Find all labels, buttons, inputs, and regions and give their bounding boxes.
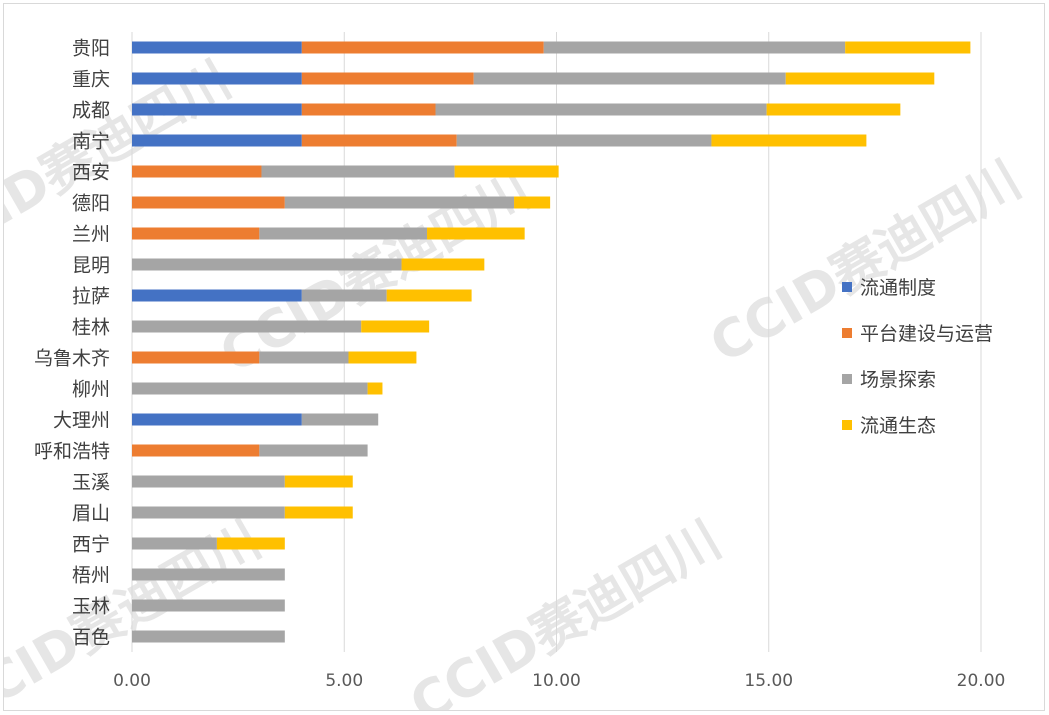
x-tick-label: 15.00	[744, 671, 793, 691]
category-label: 眉山	[72, 503, 110, 525]
bar-segment	[132, 103, 302, 116]
bar-segment	[348, 351, 417, 364]
bar-segment	[284, 506, 353, 519]
legend-swatch	[842, 374, 852, 384]
bar-segment	[132, 537, 217, 550]
bar-segment	[456, 134, 712, 147]
bar-segment	[711, 134, 867, 147]
bar-segment	[132, 382, 368, 395]
category-label: 玉林	[72, 596, 110, 618]
bar-segment	[132, 227, 260, 240]
category-labels: 贵阳重庆成都南宁西安德阳兰州昆明拉萨桂林乌鲁木齐柳州大理州呼和浩特玉溪眉山西宁梧…	[34, 38, 110, 649]
category-label: 乌鲁木齐	[34, 348, 110, 370]
bar-segment	[132, 196, 285, 209]
bar-segment	[845, 41, 971, 54]
category-label: 桂林	[72, 317, 110, 339]
legend-label: 场景探索	[860, 369, 936, 391]
category-label: 百色	[72, 627, 110, 649]
bar-segment	[301, 289, 387, 302]
bar-segment	[301, 41, 544, 54]
watermark-text: CCID赛迪四川	[211, 160, 541, 385]
bar-segment	[132, 165, 262, 178]
legend-swatch	[842, 282, 852, 292]
bar-segment	[132, 289, 302, 302]
bar-segment	[361, 320, 430, 333]
x-tick-label: 0.00	[113, 671, 151, 691]
bars	[132, 41, 971, 643]
category-label: 昆明	[72, 255, 110, 277]
x-tick-labels: 0.00 5.00 10.00 15.00 20.00	[113, 671, 1005, 691]
category-label: 大理州	[53, 410, 110, 432]
bar-segment	[514, 196, 551, 209]
bar-segment	[301, 72, 474, 85]
bar-segment	[401, 258, 485, 271]
legend-label: 流通生态	[860, 415, 936, 437]
category-label: 西安	[72, 162, 110, 184]
legend-label: 平台建设与运营	[860, 323, 993, 345]
bar-segment	[301, 134, 457, 147]
bar-segment	[132, 134, 302, 147]
bar-segment	[284, 196, 515, 209]
bar-segment	[132, 599, 285, 612]
category-label: 梧州	[72, 565, 110, 587]
category-label: 成都	[72, 100, 110, 122]
category-label: 拉萨	[72, 286, 110, 308]
bar-segment	[301, 413, 379, 426]
bar-segment	[132, 351, 260, 364]
category-label: 玉溪	[72, 472, 110, 494]
category-label: 南宁	[72, 131, 110, 153]
bar-segment	[261, 165, 455, 178]
bar-segment	[301, 103, 436, 116]
bar-segment	[543, 41, 846, 54]
legend-swatch	[842, 328, 852, 338]
bar-segment	[216, 537, 285, 550]
legend-label: 流通制度	[860, 277, 936, 299]
bar-segment	[427, 227, 525, 240]
bar-segment	[259, 351, 349, 364]
bar-segment	[132, 475, 285, 488]
bar-segment	[473, 72, 786, 85]
bar-segment	[435, 103, 767, 116]
x-tick-label: 10.00	[532, 671, 581, 691]
category-label: 柳州	[72, 379, 110, 401]
bar-segment	[785, 72, 935, 85]
bar-segment	[454, 165, 559, 178]
category-label: 兰州	[72, 224, 110, 246]
category-label: 德阳	[72, 193, 110, 215]
bar-segment	[284, 475, 353, 488]
bar-segment	[766, 103, 901, 116]
bar-segment	[132, 320, 362, 333]
category-label: 西宁	[72, 534, 110, 556]
legend-swatch	[842, 420, 852, 430]
stacked-bar-chart: CCID赛迪四川CCID赛迪四川CCID赛迪四川CCID赛迪四川CCID赛迪四川…	[4, 32, 1031, 710]
bar-segment	[259, 227, 428, 240]
bar-segment	[132, 413, 302, 426]
category-label: 贵阳	[72, 38, 110, 60]
chart-frame: CCID赛迪四川CCID赛迪四川CCID赛迪四川CCID赛迪四川CCID赛迪四川…	[3, 3, 1045, 711]
category-label: 呼和浩特	[34, 441, 110, 463]
bar-segment	[132, 444, 260, 457]
bar-segment	[132, 568, 285, 581]
bar-segment	[386, 289, 472, 302]
x-tick-label: 5.00	[325, 671, 363, 691]
bar-segment	[132, 258, 402, 271]
bar-segment	[132, 630, 285, 643]
bar-segment	[132, 72, 302, 85]
category-label: 重庆	[72, 69, 110, 91]
bar-segment	[259, 444, 368, 457]
bar-segment	[367, 382, 383, 395]
bar-segment	[132, 506, 285, 519]
x-tick-label: 20.00	[957, 671, 1006, 691]
bar-segment	[132, 41, 302, 54]
